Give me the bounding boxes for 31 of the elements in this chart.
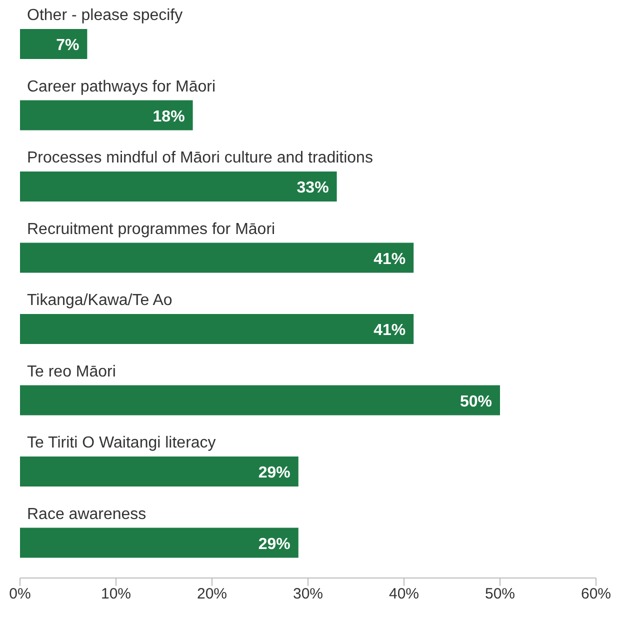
bar xyxy=(20,242,414,273)
y-tick-label: Tikanga/Kawa/Te Ao xyxy=(27,292,172,309)
data-label: 33% xyxy=(296,180,329,196)
x-tick-label: 30% xyxy=(292,586,324,603)
data-label: 7% xyxy=(56,37,80,54)
y-tick-label: Processes mindful of Māori culture and traditions xyxy=(27,150,373,166)
x-tick-label: 60% xyxy=(580,586,612,603)
x-tick-label: 10% xyxy=(100,586,132,603)
y-tick-label: Race awareness xyxy=(27,506,146,523)
bar xyxy=(20,172,337,202)
y-tick-label: Career pathways for Māori xyxy=(27,78,216,96)
y-tick-label: Te reo Māori xyxy=(27,363,116,380)
x-tick-label: 20% xyxy=(196,586,228,603)
data-label: 41% xyxy=(374,250,406,268)
bar xyxy=(20,29,88,59)
data-label: 29% xyxy=(258,464,290,482)
y-tick-label: Other - please specify xyxy=(27,7,183,24)
data-label: 41% xyxy=(374,322,406,339)
bar xyxy=(20,100,193,130)
x-tick-label: 50% xyxy=(484,586,516,603)
x-tick-label: 0% xyxy=(9,586,31,603)
data-label: 50% xyxy=(460,393,492,410)
bar xyxy=(20,385,500,416)
bar xyxy=(20,456,298,486)
y-tick-label: Te Tiriti O Waitangi literacy xyxy=(27,434,216,452)
bar xyxy=(20,528,298,558)
x-tick-label: 40% xyxy=(388,586,420,603)
data-label: 18% xyxy=(152,108,185,126)
bar xyxy=(20,314,414,344)
y-tick-label: Recruitment programmes for Māori xyxy=(27,220,276,238)
data-label: 29% xyxy=(258,536,290,553)
